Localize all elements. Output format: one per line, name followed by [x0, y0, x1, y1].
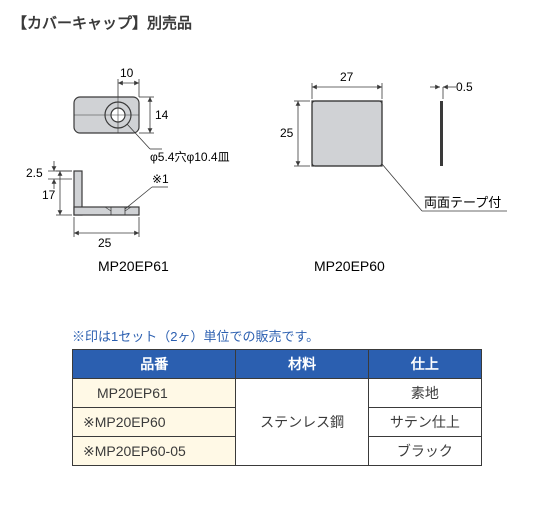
- svg-text:※1: ※1: [152, 172, 169, 186]
- note-1: ※1: [125, 172, 169, 209]
- right-front-view: [312, 101, 382, 166]
- dim-hole: φ5.4穴φ10.4皿: [127, 124, 230, 164]
- cell-material: ステンレス鋼: [236, 379, 368, 466]
- dim-25: 25: [280, 101, 310, 166]
- cell-fin: 素地: [368, 379, 481, 408]
- cell-fin: サテン仕上: [368, 408, 481, 437]
- left-plan-view: [74, 97, 139, 133]
- left-side-view: [74, 171, 139, 215]
- page-title: 【カバーキャップ】別売品: [12, 12, 529, 33]
- left-label: MP20EP61: [98, 258, 169, 274]
- cell-pn: ※MP20EP60-05: [73, 437, 236, 466]
- dim-27: 27: [312, 70, 382, 99]
- dim-right-14: 14: [139, 97, 169, 133]
- svg-text:0.5: 0.5: [456, 80, 473, 94]
- dim-h-17: 17: [42, 171, 72, 215]
- svg-text:10: 10: [120, 66, 134, 80]
- svg-text:25: 25: [280, 126, 294, 140]
- th-mat: 材料: [236, 350, 368, 379]
- dim-t-2.5: 2.5: [26, 161, 72, 189]
- svg-text:両面テープ付: 両面テープ付: [424, 195, 501, 210]
- dim-top-10: 10: [118, 66, 139, 97]
- dim-0.5: 0.5: [430, 80, 473, 99]
- tape-note: 両面テープ付: [382, 164, 507, 211]
- right-side-view: [440, 101, 443, 166]
- cell-fin: ブラック: [368, 437, 481, 466]
- svg-text:φ5.4穴φ10.4皿: φ5.4穴φ10.4皿: [150, 149, 230, 164]
- table-row: MP20EP61 ステンレス鋼 素地: [73, 379, 482, 408]
- svg-text:2.5: 2.5: [26, 166, 43, 180]
- th-pn: 品番: [73, 350, 236, 379]
- svg-text:17: 17: [42, 188, 56, 202]
- cell-pn: MP20EP61: [73, 379, 236, 408]
- right-label: MP20EP60: [314, 258, 385, 274]
- th-fin: 仕上: [368, 350, 481, 379]
- svg-text:27: 27: [340, 70, 354, 84]
- diagram-area: 10 14 φ5.4穴φ10.4皿 2.5 17: [12, 51, 529, 306]
- spec-table: 品番 材料 仕上 MP20EP61 ステンレス鋼 素地 ※MP20EP60 サテ…: [72, 349, 482, 466]
- cell-pn: ※MP20EP60: [73, 408, 236, 437]
- set-note: ※印は1セット（2ヶ）単位での販売です。: [72, 326, 529, 345]
- dim-w-25: 25: [74, 217, 139, 250]
- svg-text:25: 25: [98, 236, 112, 250]
- svg-text:14: 14: [155, 108, 169, 122]
